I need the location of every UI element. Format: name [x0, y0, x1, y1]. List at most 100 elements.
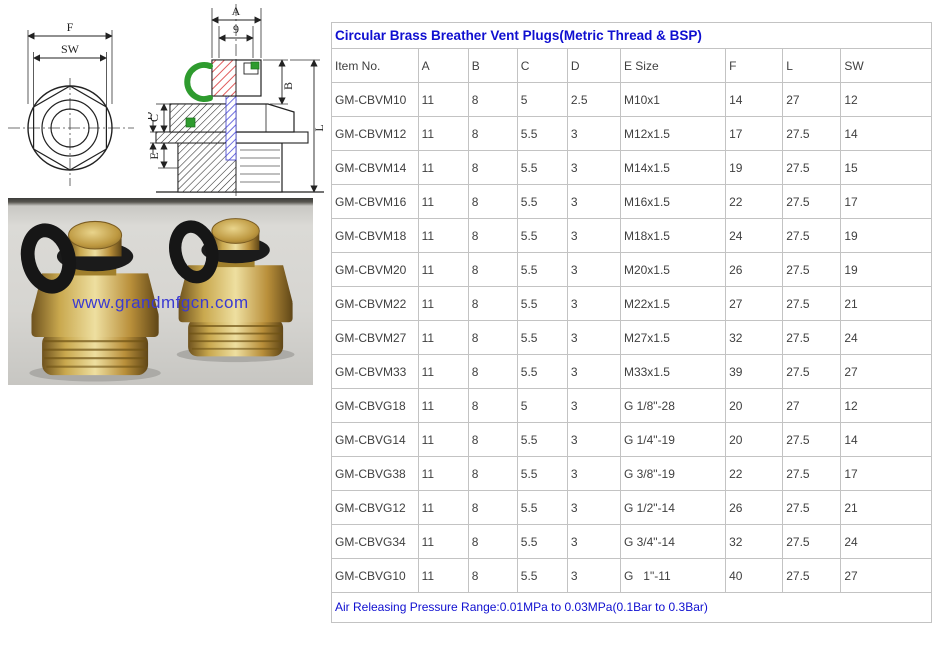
- spec-table-container: Circular Brass Breather Vent Plugs(Metri…: [331, 22, 932, 623]
- column-header-3: C: [516, 48, 568, 83]
- table-cell: 27.5: [782, 218, 842, 253]
- inner-circle: [41, 99, 99, 157]
- table-cell: 5.5: [516, 558, 568, 593]
- table-cell: 27.5: [782, 490, 842, 525]
- table-cell: 11: [417, 524, 469, 559]
- table-cell: 8: [467, 524, 518, 559]
- column-header-0: Item No.: [331, 48, 419, 83]
- table-row: GM-CBVM22 11 8 5.5 3 M22x1.5 27 27.5 21: [331, 286, 932, 321]
- hex-section-hatch: [169, 103, 237, 133]
- table-row: GM-CBVG12 11 8 5.5 3 G 1/2"-14 26 27.5 21: [331, 490, 932, 525]
- dim-label-l: L: [312, 124, 326, 131]
- table-cell: 8: [467, 218, 518, 253]
- table-cell: GM-CBVG10: [331, 558, 419, 593]
- table-cell: 27.5: [782, 320, 842, 355]
- dim-label-e: E: [148, 152, 161, 159]
- table-cell: 3: [566, 252, 621, 287]
- table-cell: 3: [566, 184, 621, 219]
- table-cell: M12x1.5: [619, 116, 727, 151]
- brass-plugs-illustration: [8, 198, 313, 385]
- table-cell: 11: [417, 82, 469, 117]
- table-row: GM-CBVG18 11 8 5 3 G 1/8"-28 20 27 12: [331, 388, 932, 423]
- table-cell: G 3/4"-14: [619, 524, 727, 559]
- table-cell: 8: [467, 116, 518, 151]
- table-cell: 11: [417, 320, 469, 355]
- table-cell: 11: [417, 150, 469, 185]
- table-title: Circular Brass Breather Vent Plugs(Metri…: [332, 23, 931, 49]
- table-row: GM-CBVM14 11 8 5.5 3 M14x1.5 19 27.5 15: [331, 150, 932, 185]
- table-cell: M10x1: [619, 82, 727, 117]
- table-cell: 3: [566, 456, 621, 491]
- table-cell: 11: [417, 218, 469, 253]
- table-cell: 17: [725, 116, 784, 151]
- table-row: GM-CBVG10 11 8 5.5 3 G 1"-11 40 27.5 27: [331, 558, 932, 593]
- table-cell: 24: [725, 218, 784, 253]
- table-cell: 5.5: [516, 150, 568, 185]
- table-cell: 3: [566, 218, 621, 253]
- table-row: GM-CBVM27 11 8 5.5 3 M27x1.5 32 27.5 24: [331, 320, 932, 355]
- table-cell: 27.5: [782, 252, 842, 287]
- table-cell: 5: [516, 388, 568, 423]
- table-cell: 26: [725, 252, 784, 287]
- table-cell: 27.5: [782, 116, 842, 151]
- table-cell: 8: [467, 184, 518, 219]
- table-cell: 14: [725, 82, 784, 117]
- table-cell: 27: [782, 82, 842, 117]
- retaining-clip: [184, 62, 213, 102]
- table-row: GM-CBVM18 11 8 5.5 3 M18x1.5 24 27.5 19: [331, 218, 932, 253]
- table-cell: 3: [566, 286, 621, 321]
- front-view-drawing: F SW: [8, 20, 134, 186]
- table-cell: 5.5: [516, 286, 568, 321]
- table-cell: 19: [840, 218, 932, 253]
- table-cell: M22x1.5: [619, 286, 727, 321]
- clip-band-right: [250, 61, 260, 70]
- table-cell: GM-CBVM12: [331, 116, 419, 151]
- table-cell: 2.5: [566, 82, 621, 117]
- dim-label-a: A: [232, 4, 241, 18]
- table-cell: 3: [566, 116, 621, 151]
- table-row: GM-CBVM20 11 8 5.5 3 M20x1.5 26 27.5 19: [331, 252, 932, 287]
- table-cell: 8: [467, 320, 518, 355]
- dim-label-f: F: [67, 20, 74, 34]
- table-cell: 5.5: [516, 490, 568, 525]
- table-cell: 17: [840, 456, 932, 491]
- table-cell: 5.5: [516, 422, 568, 457]
- washer-section-hatch: [155, 131, 237, 144]
- table-cell: 8: [467, 150, 518, 185]
- table-cell: 8: [467, 558, 518, 593]
- table-cell: 5.5: [516, 320, 568, 355]
- table-cell: M20x1.5: [619, 252, 727, 287]
- table-cell: GM-CBVG18: [331, 388, 419, 423]
- table-cell: G 1"-11: [619, 558, 727, 593]
- table-cell: 27.5: [782, 422, 842, 457]
- table-cell: 19: [840, 252, 932, 287]
- table-cell: 22: [725, 456, 784, 491]
- table-cell: 11: [417, 422, 469, 457]
- dim-label-b: B: [281, 82, 295, 90]
- pressure-range-note: Air Releasing Pressure Range:0.01MPa to …: [332, 592, 931, 622]
- table-cell: 11: [417, 184, 469, 219]
- table-cell: 11: [417, 286, 469, 321]
- table-cell: M27x1.5: [619, 320, 727, 355]
- table-cell: 21: [840, 490, 932, 525]
- table-cell: 20: [725, 388, 784, 423]
- table-cell: 39: [725, 354, 784, 389]
- table-cell: 3: [566, 524, 621, 559]
- table-cell: 19: [725, 150, 784, 185]
- table-cell: 3: [566, 388, 621, 423]
- table-cell: GM-CBVM22: [331, 286, 419, 321]
- table-cell: 26: [725, 490, 784, 525]
- table-cell: GM-CBVM16: [331, 184, 419, 219]
- table-cell: 8: [467, 354, 518, 389]
- table-cell: M33x1.5: [619, 354, 727, 389]
- table-cell: 27.5: [782, 354, 842, 389]
- table-cell: 11: [417, 354, 469, 389]
- table-cell: 5.5: [516, 184, 568, 219]
- table-row: GM-CBVG34 11 8 5.5 3 G 3/4"-14 32 27.5 24: [331, 524, 932, 559]
- table-cell: 12: [840, 82, 932, 117]
- valve-core-hatch: [225, 95, 237, 161]
- table-cell: 11: [417, 490, 469, 525]
- table-cell: GM-CBVM18: [331, 218, 419, 253]
- table-cell: 11: [417, 388, 469, 423]
